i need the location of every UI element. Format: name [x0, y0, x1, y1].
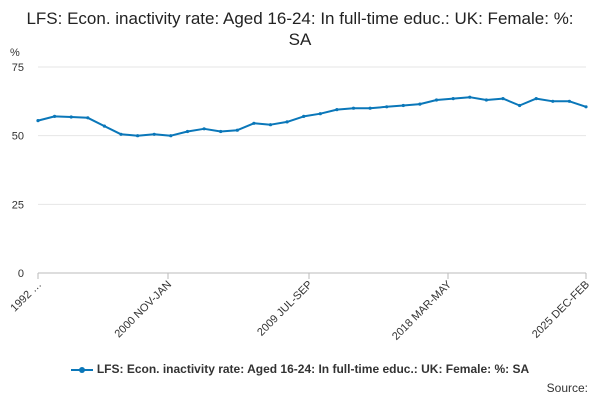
x-tick-label-0: 1992 … — [8, 279, 44, 315]
x-tick-label-2: 2009 JUL-SEP — [255, 279, 315, 339]
data-point-1996[interactable] — [102, 124, 106, 128]
data-point-2010[interactable] — [335, 108, 339, 112]
data-point-2016[interactable] — [434, 98, 439, 102]
data-point-2023[interactable] — [551, 99, 555, 103]
data-point-2024[interactable] — [567, 99, 572, 103]
y-tick-label-25: 25 — [12, 199, 24, 211]
data-point-2009[interactable] — [318, 112, 322, 116]
data-point-2022[interactable] — [534, 97, 538, 101]
chart-title: LFS: Econ. inactivity rate: Aged 16-24: … — [26, 9, 574, 49]
data-point-2018[interactable] — [468, 95, 472, 99]
data-point-1998[interactable] — [136, 134, 140, 138]
data-point-2000[interactable] — [169, 134, 173, 138]
x-tick-label-3: 2018 MAR-MAY — [390, 278, 455, 343]
series-line-0 — [37, 96, 587, 137]
source-label: Source: — [546, 381, 588, 395]
data-point-2015[interactable] — [418, 102, 422, 106]
data-point-2002[interactable] — [202, 127, 206, 131]
data-point-2012[interactable] — [368, 106, 372, 110]
data-point-2014[interactable] — [401, 103, 405, 108]
data-point-1994[interactable] — [69, 115, 73, 119]
data-point-2011[interactable] — [351, 106, 356, 110]
y-axis-ticks: 0 25 50 75 — [12, 62, 24, 280]
data-point-2020[interactable] — [501, 97, 505, 101]
data-point-2021[interactable] — [518, 103, 522, 108]
y-tick-label-0: 0 — [18, 268, 24, 280]
y-unit-label: % — [10, 47, 20, 59]
data-point-2006[interactable] — [268, 123, 273, 127]
legend[interactable]: LFS: Econ. inactivity rate: Aged 16-24: … — [0, 362, 600, 376]
data-point-2007[interactable] — [285, 120, 289, 124]
data-point-2008[interactable] — [302, 114, 306, 118]
x-axis-ticks: 1992 … 2000 NOV-JAN 2009 JUL-SEP 2018 MAR-M… — [8, 273, 592, 343]
data-point-2004[interactable] — [235, 128, 239, 132]
series-layer — [36, 95, 588, 138]
data-point-1997[interactable] — [119, 132, 123, 136]
y-tick-label-75: 75 — [12, 62, 24, 74]
data-point-2019[interactable] — [484, 98, 488, 102]
data-point-2001[interactable] — [185, 129, 190, 134]
data-point-1992[interactable] — [36, 119, 40, 123]
data-point-2017[interactable] — [451, 97, 455, 101]
data-point-2005[interactable] — [252, 121, 256, 125]
data-point-1999[interactable] — [152, 132, 156, 136]
data-point-2003[interactable] — [219, 129, 223, 134]
data-point-1993[interactable] — [53, 114, 57, 118]
x-tick-label-4: 2025 DEC-FEB — [530, 279, 592, 341]
y-tick-label-50: 50 — [12, 131, 24, 143]
data-point-2013[interactable] — [385, 105, 389, 109]
x-tick-label-1: 2000 NOV-JAN — [112, 279, 174, 341]
data-point-2025[interactable] — [584, 105, 588, 109]
legend-label: LFS: Econ. inactivity rate: Aged 16-24: … — [96, 362, 530, 376]
data-point-1995[interactable] — [86, 116, 90, 120]
legend-marker-icon — [70, 365, 93, 375]
